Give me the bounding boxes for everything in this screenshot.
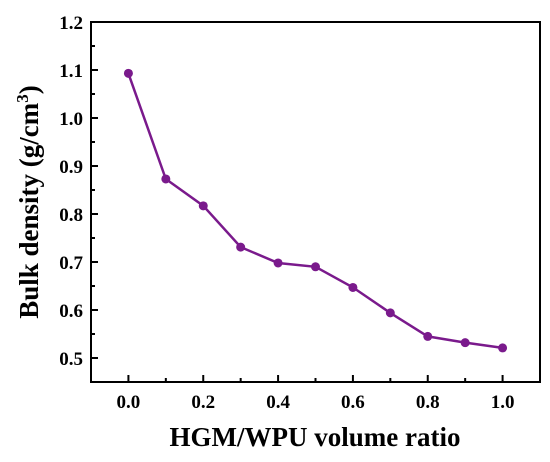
x-tick-label: 1.0 bbox=[491, 392, 515, 413]
series-group bbox=[124, 69, 507, 353]
y-tick-label: 1.1 bbox=[59, 61, 83, 82]
x-axis-ticks: 0.0 0.2 0.4 0.6 0.8 1.0 bbox=[117, 375, 515, 413]
x-tick-label: 0.2 bbox=[191, 392, 215, 413]
y-axis-title-suffix: ) bbox=[14, 85, 44, 94]
y-tick-label: 0.9 bbox=[59, 157, 83, 178]
y-tick-label: 0.5 bbox=[59, 349, 83, 370]
y-tick-label: 0.6 bbox=[59, 301, 83, 322]
x-tick-label: 0.8 bbox=[416, 392, 440, 413]
y-axis-title-main: Bulk density (g/cm bbox=[14, 102, 44, 319]
x-axis-title: HGM/WPU volume ratio bbox=[170, 422, 461, 452]
data-point bbox=[461, 338, 470, 347]
y-tick-label: 1.0 bbox=[59, 109, 83, 130]
data-point bbox=[498, 343, 507, 352]
y-axis-title: Bulk density (g/cm3) bbox=[13, 85, 44, 319]
data-point bbox=[311, 262, 320, 271]
data-point bbox=[274, 258, 283, 267]
y-axis-ticks: 0.5 0.6 0.7 0.8 0.9 1.0 1.1 1.2 bbox=[59, 13, 98, 370]
data-point bbox=[199, 201, 208, 210]
x-tick-label: 0.4 bbox=[266, 392, 290, 413]
y-axis-title-superscript: 3 bbox=[13, 94, 32, 103]
data-point bbox=[348, 283, 357, 292]
data-point bbox=[423, 332, 432, 341]
y-tick-label: 1.2 bbox=[59, 13, 83, 34]
data-point bbox=[124, 69, 133, 78]
data-point bbox=[386, 308, 395, 317]
x-tick-label: 0.6 bbox=[341, 392, 365, 413]
y-tick-label: 0.8 bbox=[59, 205, 83, 226]
data-point bbox=[161, 174, 170, 183]
series-line bbox=[128, 73, 502, 348]
y-tick-label: 0.7 bbox=[59, 253, 83, 274]
data-point bbox=[236, 243, 245, 252]
plot-frame bbox=[91, 22, 540, 382]
x-tick-label: 0.0 bbox=[117, 392, 141, 413]
